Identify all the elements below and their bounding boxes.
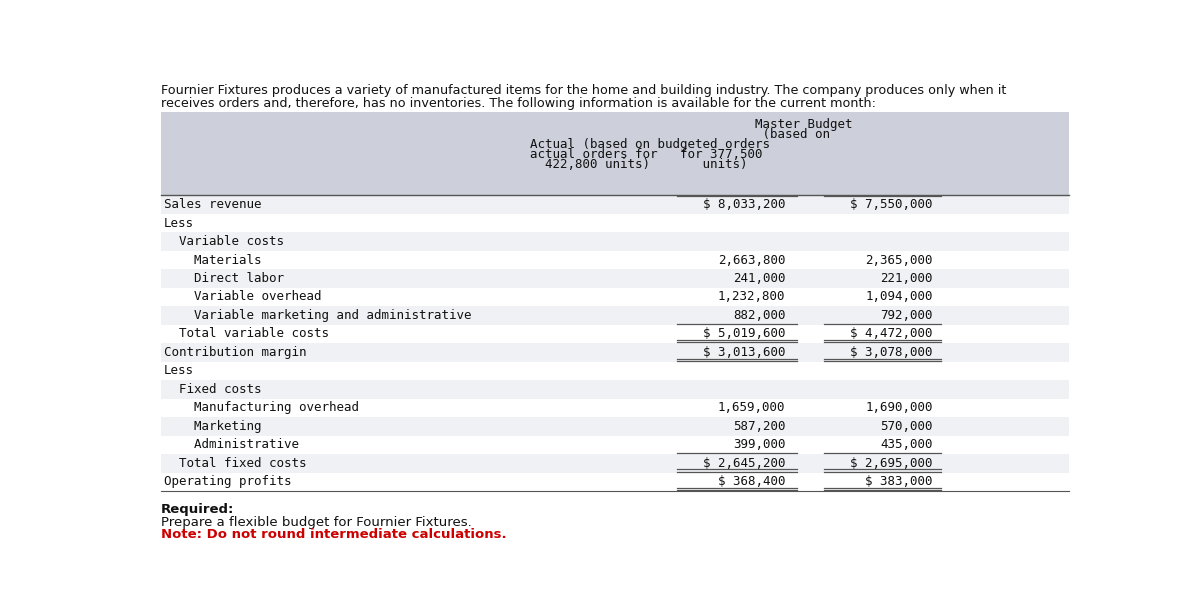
Text: Total variable costs: Total variable costs (164, 327, 329, 340)
Bar (161, 362, 1069, 380)
Text: actual orders for   for 377,500: actual orders for for 377,500 (529, 149, 762, 161)
Bar (161, 417, 1069, 435)
Text: 399,000: 399,000 (733, 438, 786, 451)
Text: $ 3,013,600: $ 3,013,600 (703, 346, 786, 359)
Bar (161, 288, 1069, 306)
Bar (161, 232, 1069, 251)
Text: Required:: Required: (161, 503, 234, 516)
Text: receives orders and, therefore, has no inventories. The following information is: receives orders and, therefore, has no i… (161, 97, 876, 110)
Text: Total fixed costs: Total fixed costs (164, 457, 306, 470)
Bar (161, 306, 1069, 325)
Text: 570,000: 570,000 (881, 420, 932, 433)
Bar (161, 473, 1069, 491)
Text: Actual (based on budgeted orders: Actual (based on budgeted orders (529, 138, 769, 152)
Text: $ 2,695,000: $ 2,695,000 (851, 457, 932, 470)
Text: Contribution margin: Contribution margin (164, 346, 306, 359)
Text: $ 4,472,000: $ 4,472,000 (851, 327, 932, 340)
Bar (161, 380, 1069, 398)
Text: 241,000: 241,000 (733, 272, 786, 285)
Bar (161, 112, 1069, 195)
Text: (based on: (based on (529, 128, 829, 141)
Text: 882,000: 882,000 (733, 309, 786, 322)
Text: 587,200: 587,200 (733, 420, 786, 433)
Text: Sales revenue: Sales revenue (164, 198, 262, 211)
Text: Fixed costs: Fixed costs (164, 383, 262, 396)
Text: 2,365,000: 2,365,000 (865, 254, 932, 266)
Bar (161, 435, 1069, 454)
Bar (161, 398, 1069, 417)
Text: Variable costs: Variable costs (164, 235, 284, 248)
Bar (161, 343, 1069, 362)
Text: $ 2,645,200: $ 2,645,200 (703, 457, 786, 470)
Text: $ 7,550,000: $ 7,550,000 (851, 198, 932, 211)
Text: 221,000: 221,000 (881, 272, 932, 285)
Text: Variable marketing and administrative: Variable marketing and administrative (164, 309, 472, 322)
Text: 1,094,000: 1,094,000 (865, 290, 932, 303)
Bar (161, 195, 1069, 214)
Text: Administrative: Administrative (164, 438, 299, 451)
Text: $ 383,000: $ 383,000 (865, 475, 932, 488)
Text: $ 3,078,000: $ 3,078,000 (851, 346, 932, 359)
Text: 1,659,000: 1,659,000 (718, 402, 786, 414)
Text: Prepare a flexible budget for Fournier Fixtures.: Prepare a flexible budget for Fournier F… (161, 516, 472, 529)
Text: 1,232,800: 1,232,800 (718, 290, 786, 303)
Text: Materials: Materials (164, 254, 262, 266)
Text: 422,800 units)       units): 422,800 units) units) (529, 158, 748, 171)
Text: Less: Less (164, 364, 194, 378)
Text: $ 368,400: $ 368,400 (718, 475, 786, 488)
Bar (161, 325, 1069, 343)
Text: Master Budget: Master Budget (529, 119, 852, 131)
Bar (161, 214, 1069, 232)
Text: $ 8,033,200: $ 8,033,200 (703, 198, 786, 211)
Text: Marketing: Marketing (164, 420, 262, 433)
Text: 1,690,000: 1,690,000 (865, 402, 932, 414)
Bar (161, 251, 1069, 270)
Text: $ 5,019,600: $ 5,019,600 (703, 327, 786, 340)
Text: 2,663,800: 2,663,800 (718, 254, 786, 266)
Text: Operating profits: Operating profits (164, 475, 292, 488)
Text: Note: Do not round intermediate calculations.: Note: Do not round intermediate calculat… (161, 528, 506, 541)
Text: Fournier Fixtures produces a variety of manufactured items for the home and buil: Fournier Fixtures produces a variety of … (161, 85, 1007, 98)
Bar (161, 454, 1069, 473)
Text: Direct labor: Direct labor (164, 272, 284, 285)
Text: Less: Less (164, 217, 194, 230)
Bar (161, 270, 1069, 288)
Text: 792,000: 792,000 (881, 309, 932, 322)
Text: Manufacturing overhead: Manufacturing overhead (164, 402, 359, 414)
Text: Variable overhead: Variable overhead (164, 290, 322, 303)
Text: 435,000: 435,000 (881, 438, 932, 451)
